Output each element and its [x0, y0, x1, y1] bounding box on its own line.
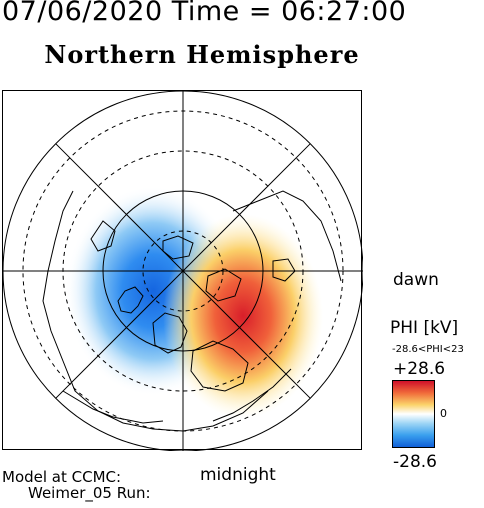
- meridian-lines: [3, 91, 363, 451]
- footer-run-label: Weimer_05 Run:: [28, 484, 151, 502]
- midnight-label: midnight: [200, 465, 276, 485]
- footer-model-label: Model at CCMC:: [2, 468, 122, 486]
- colorbar-range: -28.6<PHI<23: [392, 344, 464, 355]
- coastlines: [42, 190, 342, 432]
- positive-potential-cell: [163, 214, 323, 418]
- header-datetime: 07/06/2020 Time = 06:27:00: [2, 0, 407, 27]
- colorbar: [392, 380, 435, 448]
- polar-map-frame: [2, 90, 363, 451]
- polar-map: [3, 91, 363, 451]
- colorbar-max-label: +28.6: [393, 359, 446, 379]
- dawn-label: dawn: [393, 270, 439, 290]
- colorbar-min-label: -28.6: [393, 452, 437, 472]
- colorbar-title: PHI [kV]: [390, 318, 459, 338]
- page-title: Northern Hemisphere: [44, 40, 360, 69]
- colorbar-zero-label: 0: [440, 407, 447, 420]
